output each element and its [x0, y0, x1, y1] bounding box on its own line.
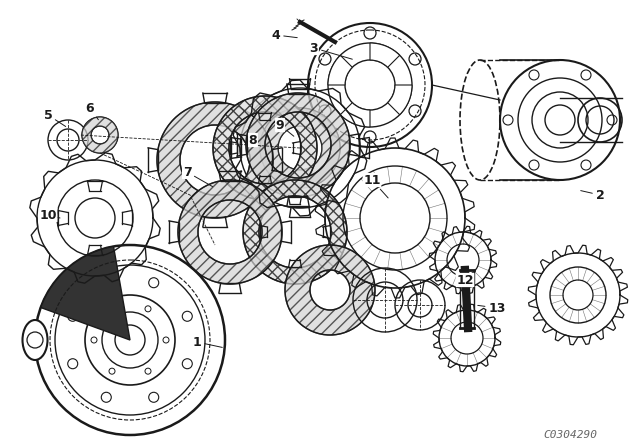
PathPatch shape: [157, 102, 273, 218]
Text: 7: 7: [182, 165, 212, 187]
PathPatch shape: [285, 245, 375, 335]
Wedge shape: [340, 103, 370, 127]
Text: 8: 8: [249, 134, 261, 146]
Wedge shape: [41, 246, 130, 340]
PathPatch shape: [178, 180, 282, 284]
Text: 12: 12: [456, 273, 474, 287]
Text: 13: 13: [477, 302, 506, 314]
Ellipse shape: [22, 320, 47, 360]
Text: 11: 11: [364, 173, 388, 198]
PathPatch shape: [82, 117, 118, 153]
Text: 9: 9: [276, 119, 294, 136]
Text: 3: 3: [310, 42, 353, 59]
Text: 5: 5: [44, 108, 66, 126]
Wedge shape: [388, 85, 412, 115]
Wedge shape: [328, 55, 353, 85]
Text: 6: 6: [86, 102, 99, 120]
Text: C0304290: C0304290: [543, 430, 597, 440]
PathPatch shape: [260, 108, 340, 188]
Wedge shape: [370, 43, 400, 67]
PathPatch shape: [243, 180, 347, 284]
Text: 10: 10: [39, 208, 60, 221]
PathPatch shape: [213, 96, 317, 200]
Text: 4: 4: [271, 29, 297, 42]
Text: 1: 1: [193, 336, 222, 349]
Text: 2: 2: [580, 189, 604, 202]
PathPatch shape: [246, 93, 350, 197]
